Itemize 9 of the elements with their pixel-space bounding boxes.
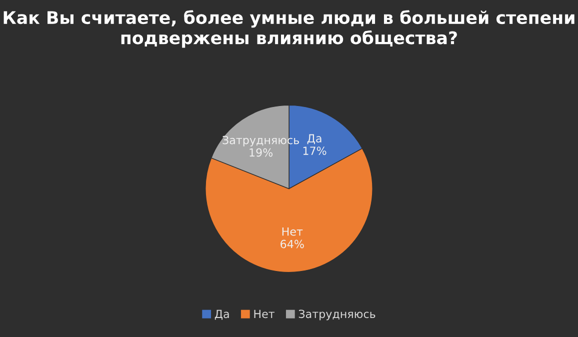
data-label: 17% — [303, 146, 326, 156]
chart-title: Как Вы считаете, более умные люди в большей степени подвержены влиянию общества? — [4, 10, 574, 48]
data-label: 19% — [250, 148, 273, 157]
slice-label: Да — [307, 134, 322, 144]
data-label: 64% — [280, 240, 304, 248]
legend-label: Затрудняюсь — [298, 310, 376, 320]
legend-label: Нет — [254, 310, 275, 318]
slice-label: Нет — [282, 228, 303, 236]
legend-label: Да — [214, 310, 229, 320]
